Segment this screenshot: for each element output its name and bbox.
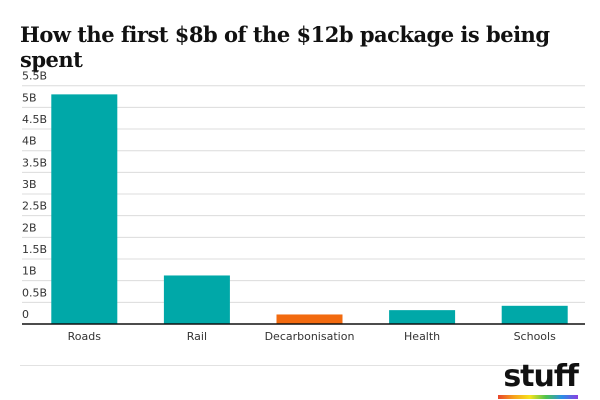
y-tick-label: 1.5B	[22, 243, 47, 256]
footer-divider	[20, 365, 580, 366]
y-tick-label: 5.5B	[22, 70, 47, 83]
chart-title: How the first $8b of the $12b package is…	[20, 22, 550, 72]
bar-schools	[501, 305, 568, 324]
bar-health	[389, 310, 456, 324]
y-tick-label: 2.5B	[22, 200, 47, 213]
bar-decarbonisation	[276, 314, 343, 324]
bar-rail	[163, 275, 230, 324]
x-tick-label: Health	[404, 330, 440, 343]
y-tick-label: 3.5B	[22, 156, 47, 169]
x-tick-label: Schools	[514, 330, 557, 343]
y-tick-label: 4B	[22, 135, 37, 148]
x-tick-label: Rail	[187, 330, 207, 343]
y-tick-label: 5B	[22, 91, 37, 104]
y-tick-label: 4.5B	[22, 113, 47, 126]
bar-chart: 0 0.5B 1B 1.5B 2B 2.5B 3B 3.5B 4B 4.5B 5B 5.5B Roads…	[22, 70, 585, 343]
x-tick-label: Decarbonisation	[265, 330, 355, 343]
x-tick-label: Roads	[68, 330, 102, 343]
y-tick-label: 0.5B	[22, 286, 47, 299]
y-tick-label: 2B	[22, 221, 37, 234]
y-tick-label: 0	[22, 308, 29, 321]
logo-rainbow-bar	[498, 395, 578, 399]
stuff-logo: stuff	[503, 359, 579, 394]
y-tick-label: 1B	[22, 265, 37, 278]
bar-roads	[51, 94, 118, 325]
y-tick-label: 3B	[22, 178, 37, 191]
